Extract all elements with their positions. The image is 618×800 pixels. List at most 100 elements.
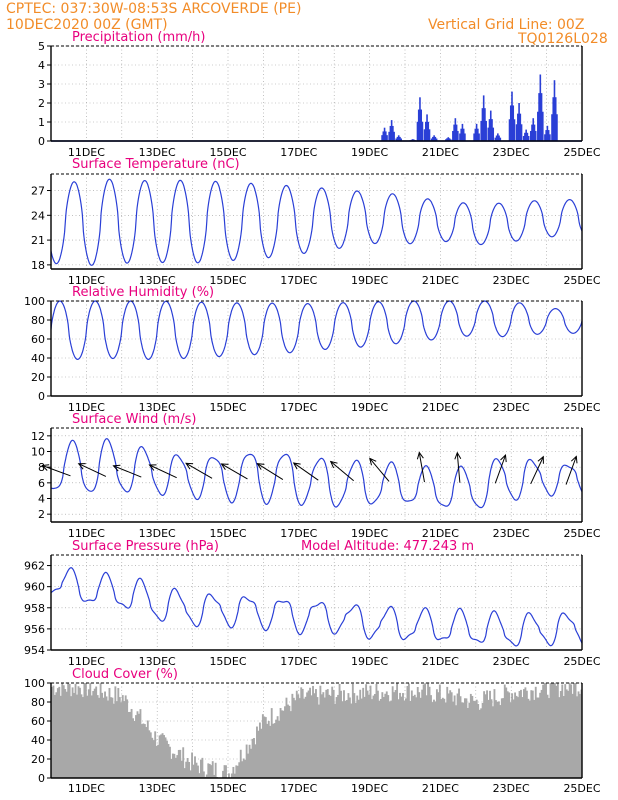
cloud-bar: [542, 684, 545, 778]
wind-ytick-label: 6: [38, 477, 45, 490]
cloud-bar: [347, 693, 350, 778]
cloud-bar: [368, 694, 370, 778]
cloud-bar: [81, 697, 84, 778]
cloud-bar: [87, 689, 90, 778]
precip-bar: [553, 80, 556, 141]
cloud-bar: [381, 692, 384, 778]
cloud-bar: [343, 690, 345, 778]
cloud-bar: [68, 683, 71, 778]
cloud-bar: [282, 710, 285, 778]
cloud-bar: [73, 692, 75, 778]
cloud-bar: [288, 705, 291, 778]
cloud-bar: [543, 683, 546, 778]
cloud-bar: [425, 695, 428, 778]
pressure-series-line: [50, 567, 583, 647]
cloud-bar: [108, 687, 111, 778]
cloud-bar: [356, 695, 359, 778]
rh-ytick-label: 0: [38, 390, 45, 403]
cloud-bar: [410, 690, 413, 778]
cloud-bar: [56, 688, 59, 778]
precip-bar: [556, 114, 558, 141]
cloud-bar: [371, 699, 373, 778]
cloud-bar: [379, 698, 382, 778]
precip-bar: [532, 118, 535, 141]
cloud-bar: [407, 683, 410, 778]
cloud-bar: [437, 692, 440, 778]
pressure-ytick-label: 962: [24, 560, 45, 573]
rh-xtick-label: 17DEC: [280, 401, 317, 414]
wind-arrow: [494, 454, 507, 484]
cloud-bar: [163, 735, 165, 778]
cloud-bar: [573, 683, 576, 778]
precip-bar: [474, 128, 477, 141]
pressure-ytick-label: 958: [24, 602, 45, 615]
precip-bar: [447, 137, 450, 141]
cloud-bar: [260, 728, 263, 778]
precip-bar: [549, 134, 551, 141]
cloud-bar: [486, 690, 488, 778]
cloud-bar: [197, 765, 199, 778]
cloud-bar: [101, 692, 104, 778]
precip-bar: [544, 134, 546, 141]
precip-ytick-label: 2: [38, 97, 45, 110]
cloud-bar: [114, 686, 117, 778]
wind-xtick-label: 11DEC: [68, 527, 105, 540]
cloud-bar: [456, 693, 459, 778]
cloud-bar: [179, 749, 182, 778]
cloud-bar: [455, 705, 458, 778]
cloud-bar: [431, 702, 434, 778]
wind-arrow: [185, 462, 213, 479]
cloud-bar: [89, 683, 92, 778]
cloud-bar: [253, 738, 255, 778]
precip-bar: [421, 121, 424, 141]
precip-xtick-label: 11DEC: [68, 146, 105, 159]
cloud-xtick-label: 15DEC: [209, 782, 246, 795]
precip-bar: [381, 135, 383, 141]
cloud-bar: [497, 701, 500, 778]
cloud-ytick-label: 80: [31, 696, 45, 709]
cloud-bar: [472, 700, 475, 778]
wind-arrow-head: [220, 463, 229, 470]
cloud-bar: [446, 686, 449, 778]
wind-title: Surface Wind (m/s): [72, 412, 196, 427]
precip-bar: [519, 113, 522, 141]
cloud-bar: [531, 690, 534, 778]
cloud-bar: [86, 695, 89, 778]
cloud-bar: [195, 762, 198, 778]
run-code: TQ0126L028: [518, 31, 608, 47]
cloud-bar: [154, 731, 157, 778]
rh-ytick-label: 40: [31, 352, 45, 365]
precip-bar: [494, 137, 497, 141]
cloud-bar: [303, 698, 306, 778]
cloud-bar: [440, 699, 443, 778]
cloud-bar: [214, 762, 217, 778]
cloud-bar: [124, 695, 127, 778]
cloud-bar: [433, 699, 435, 778]
cloud-ytick-label: 20: [31, 753, 45, 766]
cloud-bar: [564, 684, 567, 778]
cloud-bar: [67, 683, 70, 778]
cloud-bar: [332, 689, 335, 778]
cloud-bar: [325, 689, 328, 778]
cloud-bar: [258, 722, 261, 778]
cloud-bar: [213, 774, 216, 778]
pressure-xtick-label: 13DEC: [139, 655, 176, 668]
pressure-xtick-label: 25DEC: [563, 655, 600, 668]
precip-bar: [517, 113, 519, 141]
pressure-xtick-label: 21DEC: [422, 655, 459, 668]
cloud-bar: [489, 690, 491, 778]
wind-arrow-head: [77, 463, 86, 470]
precip-bar: [554, 97, 557, 141]
cloud-bar: [194, 756, 196, 778]
cloud-bar: [242, 758, 245, 778]
precip-bar: [524, 132, 526, 141]
wind-arrow-head: [454, 451, 462, 460]
temp-ytick-label: 21: [31, 234, 45, 247]
temp-xtick-label: 13DEC: [139, 274, 176, 287]
cloud-bar: [372, 695, 375, 778]
wind-ytick-label: 10: [31, 446, 45, 459]
temp-title: Surface Temperature (nC): [72, 157, 240, 172]
cloud-bar: [465, 698, 468, 778]
wind-arrow: [221, 463, 248, 480]
cloud-bar: [430, 695, 432, 778]
